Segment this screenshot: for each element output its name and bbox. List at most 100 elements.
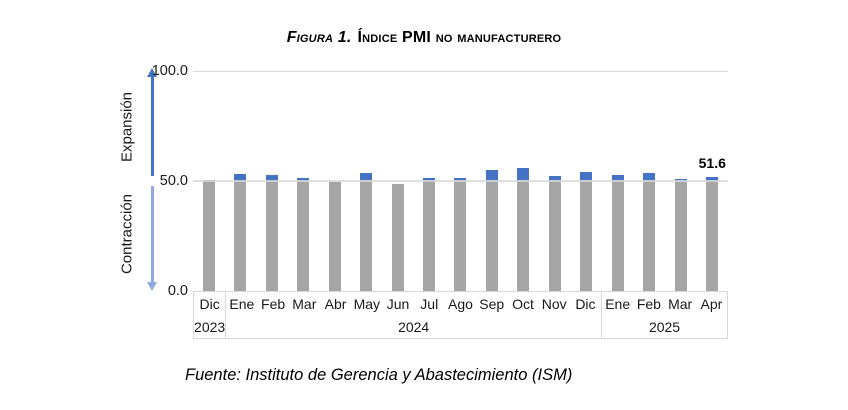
month-label: Mar xyxy=(292,296,317,312)
bar-ene-1 xyxy=(234,173,247,291)
bar-mar-3 xyxy=(297,177,310,291)
month-label: Ene xyxy=(229,296,255,312)
month-label: Dic xyxy=(199,296,220,312)
month-label: Feb xyxy=(261,296,286,312)
source-note: Fuente: Instituto de Gerencia y Abasteci… xyxy=(185,366,573,384)
bar-base-segment xyxy=(202,181,215,291)
bar-above-threshold-segment xyxy=(548,176,561,181)
bar-slot xyxy=(571,71,602,291)
month-label: Feb xyxy=(636,296,661,312)
month-label: Jun xyxy=(386,296,410,312)
bar-above-threshold-segment xyxy=(234,173,247,181)
bar-above-threshold-segment xyxy=(485,170,498,181)
bar-base-segment xyxy=(265,181,278,291)
y-tick: 50.0 xyxy=(159,173,188,189)
bar-apr-16 xyxy=(706,177,719,291)
month-label: Nov xyxy=(541,296,567,312)
months-row: Ene Feb Mar Abr May Jun Jul Ago Sep Oct Nov Dic xyxy=(226,292,601,316)
expansion-label: Expansión xyxy=(118,91,136,163)
contraction-label: Contracción xyxy=(118,193,136,275)
bar-slot xyxy=(224,71,255,291)
month-label: Abr xyxy=(324,296,347,312)
bar-may-5 xyxy=(360,172,373,291)
bar-above-threshold-segment xyxy=(643,173,656,181)
month-label: Oct xyxy=(512,296,534,312)
bar-dic-0 xyxy=(202,179,215,291)
bar-series xyxy=(193,71,728,291)
bar-above-threshold-segment xyxy=(517,167,530,181)
bar-above-threshold-segment xyxy=(423,177,436,181)
gridline-50 xyxy=(193,180,728,182)
figure-title: Figura 1. Índice PMI no manufacturero xyxy=(0,29,848,47)
bar-base-segment xyxy=(454,181,467,291)
months-row: Ene Feb Mar Apr xyxy=(602,292,727,316)
contraction-arrow-line xyxy=(150,186,154,282)
bar-slot xyxy=(350,71,381,291)
month-label: Ago xyxy=(448,296,473,312)
figure-title-main: Índice PMI no manufacturero xyxy=(357,29,562,46)
year-group-2025: Ene Feb Mar Apr 2025 xyxy=(601,292,727,338)
expansion-arrow-icon xyxy=(147,68,157,77)
bar-base-segment xyxy=(643,181,656,291)
bar-dic-12 xyxy=(580,171,593,291)
month-label: May xyxy=(353,296,381,312)
bar-base-segment xyxy=(611,181,624,291)
bar-base-segment xyxy=(706,181,719,291)
year-label: 2024 xyxy=(398,319,430,335)
bar-slot xyxy=(382,71,413,291)
bar-slot xyxy=(287,71,318,291)
bar-nov-11 xyxy=(548,176,561,291)
bar-slot xyxy=(697,71,728,291)
months-row: Dic xyxy=(194,292,225,316)
bar-slot xyxy=(445,71,476,291)
bar-feb-14 xyxy=(643,173,656,291)
expansion-arrow-line xyxy=(150,76,154,176)
bar-jul-7 xyxy=(423,177,436,291)
contraction-arrow-icon xyxy=(147,282,157,291)
month-label: Dic xyxy=(575,296,596,312)
bar-slot xyxy=(413,71,444,291)
bar-base-segment xyxy=(485,181,498,291)
bar-ago-8 xyxy=(454,177,467,291)
bar-above-threshold-segment xyxy=(611,174,624,181)
bar-base-segment xyxy=(517,181,530,291)
bar-base-segment xyxy=(423,181,436,291)
y-tick: 0.0 xyxy=(167,283,188,299)
year-label: 2023 xyxy=(194,319,226,335)
gridline-100 xyxy=(193,71,728,72)
bar-slot xyxy=(539,71,570,291)
bar-above-threshold-segment xyxy=(580,171,593,181)
bar-abr-4 xyxy=(328,182,341,291)
bar-oct-10 xyxy=(517,167,530,291)
bar-slot xyxy=(319,71,350,291)
last-value-label: 51.6 xyxy=(698,155,726,172)
bar-base-segment xyxy=(234,181,247,291)
month-label: Sep xyxy=(479,296,505,312)
bar-above-threshold-segment xyxy=(265,175,278,181)
bar-base-segment xyxy=(674,181,687,291)
bar-above-threshold-segment xyxy=(360,172,373,181)
bar-slot xyxy=(508,71,539,291)
year-group-2023: Dic 2023 xyxy=(194,292,225,338)
bar-base-segment xyxy=(391,183,404,291)
bar-mar-15 xyxy=(674,179,687,291)
y-tick: 100.0 xyxy=(151,63,188,79)
month-label: Jul xyxy=(420,296,439,312)
bar-slot xyxy=(256,71,287,291)
chart-plot: 51.6 xyxy=(193,71,728,291)
bar-base-segment xyxy=(328,182,341,291)
bar-base-segment xyxy=(548,181,561,291)
figure-title-prefix: Figura 1. xyxy=(286,29,352,46)
month-label: Ene xyxy=(605,296,631,312)
bar-above-threshold-segment xyxy=(706,177,719,181)
bar-above-threshold-segment xyxy=(454,177,467,181)
month-label: Apr xyxy=(700,296,723,312)
category-axis: Dic 2023 Ene Feb Mar Abr May Jun Jul Ago Sep Oct Nov… xyxy=(193,291,728,339)
bar-base-segment xyxy=(360,181,373,291)
year-group-2024: Ene Feb Mar Abr May Jun Jul Ago Sep Oct Nov Dic 2024 xyxy=(225,292,601,338)
bar-slot xyxy=(634,71,665,291)
bar-ene-13 xyxy=(611,174,624,291)
month-label: Mar xyxy=(668,296,693,312)
year-label: 2025 xyxy=(648,319,681,335)
